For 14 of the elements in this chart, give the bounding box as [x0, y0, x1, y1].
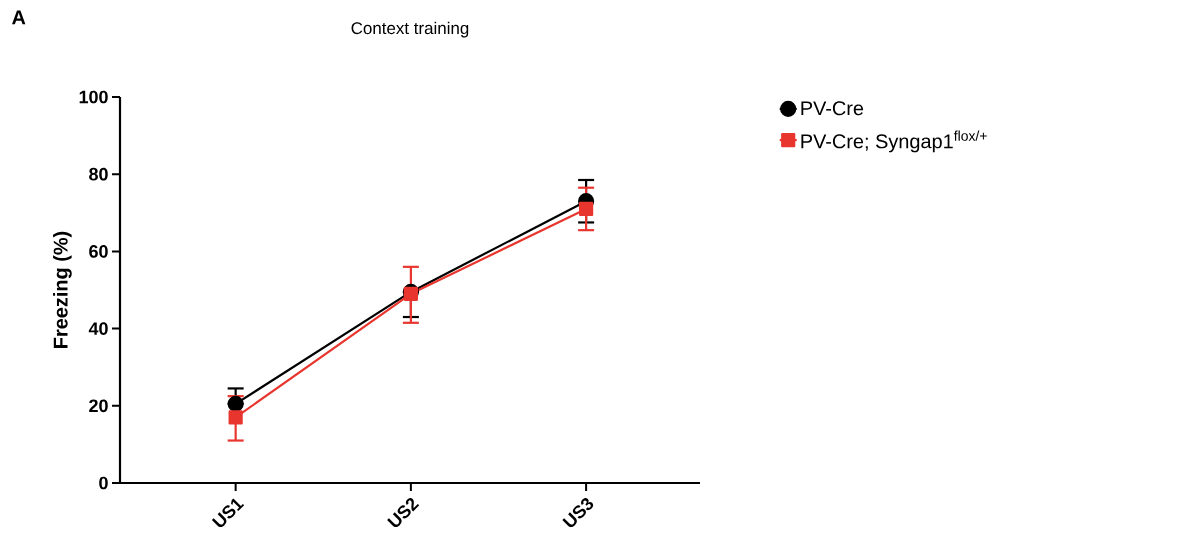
x-tick-label: US3 [562, 498, 594, 528]
chart-title: Context training [351, 21, 469, 38]
legend-label: PV-Cre; Syngap1$^{flox/+}$ [801, 130, 987, 153]
y-tick-label: 40 [88, 322, 108, 335]
y-tick-label: 20 [89, 399, 108, 413]
x-tick-label: US1 [211, 498, 245, 528]
y-tick-label: 0 [99, 476, 108, 490]
y-axis-title: Freezing (%) [53, 231, 72, 348]
text: A [12, 10, 26, 25]
y-tick-label: 60 [89, 245, 108, 258]
y-tick-label: 100 [79, 90, 108, 104]
x-tick-label: US2 [387, 498, 420, 528]
y-tick-label: 80 [89, 167, 108, 181]
legend-label: PV-Cre [801, 101, 864, 116]
